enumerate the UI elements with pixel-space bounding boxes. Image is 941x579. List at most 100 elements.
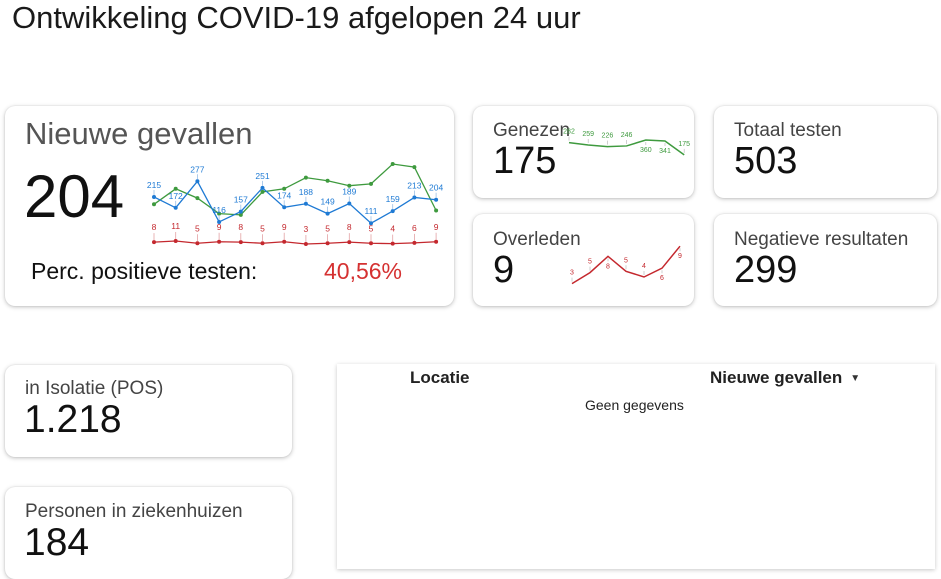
data-label: 6 [660,275,664,282]
point-green [412,165,417,170]
data-label: 282 [563,129,575,136]
card-label: in Isolatie (POS) [25,378,164,399]
card-value: 9 [493,249,515,291]
data-label: 5 [624,257,628,264]
data-label-blue: 159 [386,194,400,204]
line-series-blue [153,180,437,225]
point-blue [347,201,352,206]
column-header-nieuwe-gevallen[interactable]: Nieuwe gevallen ▼ [710,368,860,388]
point-green [217,211,222,216]
card-label: Personen in ziekenhuizen [25,501,243,522]
card-value: 184 [24,521,90,564]
data-label-blue: 149 [321,197,335,207]
card-genezen: Genezen 175 282 259 226 246 360 341 175 [473,106,694,198]
card-nieuwe-gevallen: Nieuwe gevallen 204 215 172 277 116 157 251 17… [5,106,454,306]
point-red [173,239,178,243]
data-label: 360 [640,147,652,154]
point-blue [303,201,308,206]
card-value: 299 [734,249,798,291]
point-green [303,175,308,180]
point-blue [260,185,265,190]
point-green [325,178,330,183]
point-green [434,208,439,213]
data-label-red: 5 [369,223,374,233]
card-label: Nieuwe gevallen [25,116,253,151]
column-header-locatie[interactable]: Locatie [410,368,470,387]
data-label-red: 4 [390,224,395,234]
point-green [347,183,352,188]
point-blue [195,179,200,184]
data-label: 9 [678,253,682,260]
card-value: 1.218 [24,398,122,441]
card-value: 175 [493,140,557,182]
data-label: 259 [582,131,594,138]
data-label-red: 3 [304,224,309,234]
point-green [369,181,373,186]
point-green [152,202,156,207]
point-green [238,212,243,217]
point-blue [325,211,330,216]
point-red [347,240,352,245]
data-label-blue: 157 [234,195,248,205]
data-label: 341 [659,148,671,155]
point-red [282,239,287,244]
data-label-red: 8 [238,222,243,232]
sparkline-path [568,139,685,156]
data-label-blue: 251 [255,171,269,181]
line-series-red [153,240,437,245]
card-label: Negatieve resultaten [734,229,909,250]
data-label-blue: 215 [147,180,161,190]
sparkline-genezen: 282 259 226 246 360 341 175 [563,129,690,156]
point-red [260,241,265,246]
data-label: 175 [678,141,690,148]
point-green [195,196,200,201]
point-blue [434,197,439,202]
line-series-green [153,163,437,216]
data-label: 3 [570,270,574,277]
point-red [238,240,243,245]
locatie-table: Locatie Nieuwe gevallen ▼ Geen gegevens [337,364,935,569]
perc-label: Perc. positieve testen: [31,258,258,284]
point-blue [152,194,156,199]
sparkline-overleden: 3 5 8 5 4 6 9 [570,245,682,285]
data-label-red: 8 [152,222,157,232]
perc-value: 40,56% [324,258,403,284]
card-totaal-testen: Totaal testen 503 [714,106,937,198]
data-label-blue: 188 [299,187,313,197]
column-header-label: Nieuwe gevallen [710,368,843,387]
card-label: Genezen [493,120,571,141]
data-label-red: 11 [171,221,180,231]
data-label: 5 [588,259,592,266]
point-red [325,241,330,246]
data-label-red: 5 [325,223,330,233]
sort-desc-icon[interactable]: ▼ [850,373,861,385]
sparkline-path [571,245,681,285]
point-red [390,241,395,246]
data-label: 226 [602,133,614,140]
data-label-blue: 172 [169,191,183,201]
data-label: 246 [621,132,633,139]
empty-table-text: Geen gegevens [585,397,684,413]
data-label-red: 9 [217,222,222,232]
card-value: 503 [734,140,798,182]
data-label-blue: 174 [277,190,291,200]
point-red [152,240,156,245]
data-label-red: 8 [347,222,352,232]
data-label-red: 6 [412,223,417,233]
point-red [195,241,200,246]
data-label-blue: 116 [212,205,226,215]
point-blue [173,205,178,210]
point-red [412,240,417,245]
card-overleden: Overleden 9 3 5 8 5 4 6 9 [473,214,694,306]
point-blue [238,209,243,214]
point-red [369,241,373,246]
data-label-red: 5 [195,223,200,233]
card-negatieve-resultaten: Negatieve resultaten 299 [714,214,937,306]
point-blue [282,205,287,210]
point-green [282,186,287,191]
data-label-red: 9 [434,222,439,232]
point-blue [390,209,395,214]
point-green [173,186,178,191]
point-green [260,189,265,194]
